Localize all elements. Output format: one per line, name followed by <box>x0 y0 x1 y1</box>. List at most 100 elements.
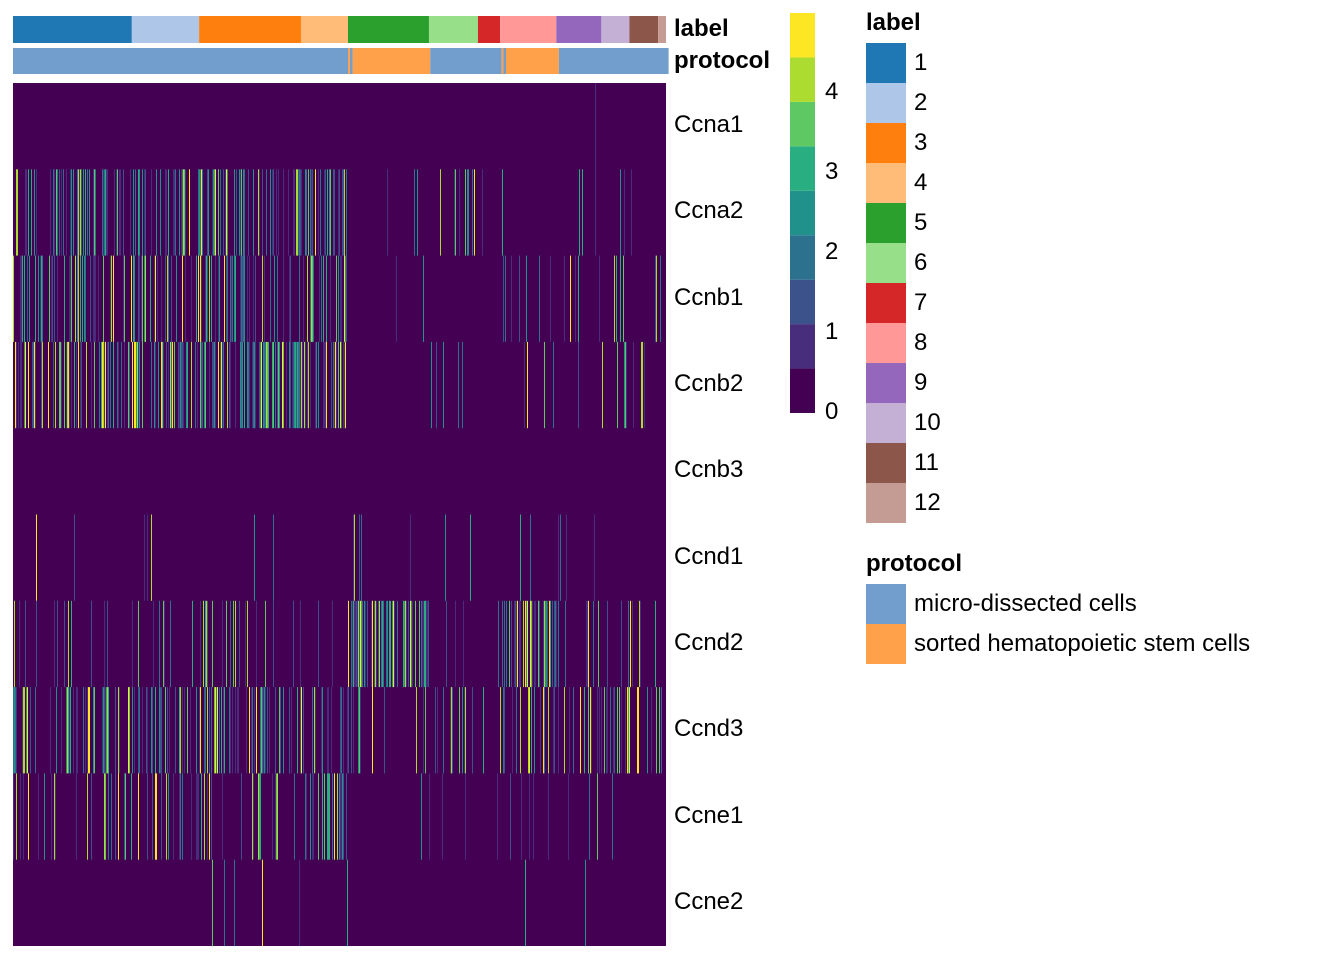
heatmap-cell <box>239 169 240 256</box>
label-legend-swatch <box>866 203 906 243</box>
heatmap-cell <box>57 255 58 342</box>
heatmap-cell <box>323 341 324 429</box>
heatmap-cell <box>133 255 134 342</box>
heatmap-cell <box>54 169 55 256</box>
heatmap-cell <box>132 600 133 688</box>
heatmap-cell <box>215 341 216 429</box>
heatmap-cell <box>55 341 56 429</box>
heatmap-cell <box>197 773 198 860</box>
heatmap-cell <box>235 341 236 429</box>
heatmap-cell <box>229 341 230 429</box>
heatmap-cell <box>77 687 78 774</box>
heatmap-cell <box>16 687 17 774</box>
heatmap-cell <box>338 341 339 429</box>
heatmap-cell <box>24 255 25 342</box>
heatmap-cell <box>124 773 125 860</box>
heatmap-cell <box>173 169 174 256</box>
heatmap-cell <box>15 687 16 774</box>
heatmap-cell <box>621 687 622 774</box>
colorbar-tick-label: 4 <box>825 78 839 105</box>
heatmap-cell <box>637 687 638 774</box>
label-annotation-cell <box>556 16 602 43</box>
heatmap-cell <box>215 169 216 256</box>
heatmap-cell <box>582 169 583 256</box>
heatmap-cell <box>170 341 171 429</box>
heatmap-cell <box>301 169 302 256</box>
heatmap-cell <box>394 600 395 688</box>
heatmap-cell <box>56 169 57 256</box>
heatmap-cell <box>118 341 119 429</box>
heatmap-cell <box>550 255 551 342</box>
heatmap-cell <box>159 687 160 774</box>
heatmap-cell <box>94 255 95 342</box>
heatmap-cell <box>98 255 99 342</box>
heatmap-cell <box>199 169 200 256</box>
heatmap-cell <box>248 341 249 429</box>
heatmap-cell <box>76 687 77 774</box>
heatmap-cell <box>565 600 566 688</box>
heatmap-cell <box>18 341 19 429</box>
heatmap-cell <box>262 859 263 946</box>
heatmap-cell <box>548 773 549 860</box>
heatmap-cell <box>300 341 301 429</box>
heatmap-cell <box>41 255 42 342</box>
heatmap-cell <box>226 255 227 342</box>
heatmap-cell <box>410 514 411 601</box>
heatmap-cell <box>27 255 28 342</box>
heatmap-cell <box>264 255 265 342</box>
heatmap-cell <box>99 341 100 429</box>
heatmap-cell <box>324 169 325 256</box>
heatmap-cell <box>220 169 221 256</box>
heatmap-cell <box>142 255 143 342</box>
heatmap-cell <box>344 169 345 256</box>
heatmap-cell <box>103 255 104 342</box>
heatmap-cell <box>132 687 133 774</box>
heatmap-cell <box>462 341 463 429</box>
heatmap-cell <box>325 169 326 256</box>
heatmap-cell <box>134 255 135 342</box>
heatmap-cell <box>76 341 77 429</box>
heatmap-cell <box>527 600 528 688</box>
protocol-annotation-cell <box>506 48 559 74</box>
label-annotation-cell <box>477 16 501 43</box>
gene-label: Ccnd3 <box>674 715 744 743</box>
heatmap-cell <box>308 341 309 429</box>
heatmap-cell <box>261 687 262 774</box>
heatmap-cell <box>320 169 321 256</box>
heatmap-cell <box>364 600 365 688</box>
heatmap-cell <box>275 687 276 774</box>
heatmap-cell <box>639 600 640 688</box>
heatmap-cell <box>517 600 518 688</box>
heatmap-cell <box>530 514 531 601</box>
heatmap-cell <box>264 341 265 429</box>
heatmap-cell <box>405 600 406 688</box>
heatmap-cell <box>147 687 148 774</box>
heatmap-cell <box>520 600 521 688</box>
heatmap-cell <box>273 341 274 429</box>
heatmap-cell <box>597 687 598 774</box>
heatmap-cell <box>113 341 114 429</box>
heatmap-cell <box>116 169 117 256</box>
heatmap-cell <box>60 341 61 429</box>
heatmap-cell <box>14 687 15 774</box>
heatmap-cell <box>105 687 106 774</box>
heatmap-cell <box>397 600 398 688</box>
heatmap-cell <box>16 773 17 860</box>
heatmap-cell <box>135 169 136 256</box>
label-legend-entry: 4 <box>914 169 928 196</box>
heatmap-cell <box>256 687 257 774</box>
heatmap-cell <box>467 169 468 256</box>
heatmap-cell <box>123 169 124 256</box>
heatmap-cell <box>103 169 104 256</box>
heatmap-cell <box>57 169 58 256</box>
heatmap-cell <box>526 600 527 688</box>
heatmap-cell <box>24 687 25 774</box>
heatmap-cell <box>209 773 210 860</box>
heatmap-cell <box>387 600 388 688</box>
heatmap-cell <box>599 255 600 342</box>
heatmap-cell <box>108 687 109 774</box>
protocol-legend-entry: sorted hematopoietic stem cells <box>914 630 1251 657</box>
heatmap-cell <box>138 600 139 688</box>
heatmap-cell <box>543 687 544 774</box>
heatmap-cell <box>221 687 222 774</box>
